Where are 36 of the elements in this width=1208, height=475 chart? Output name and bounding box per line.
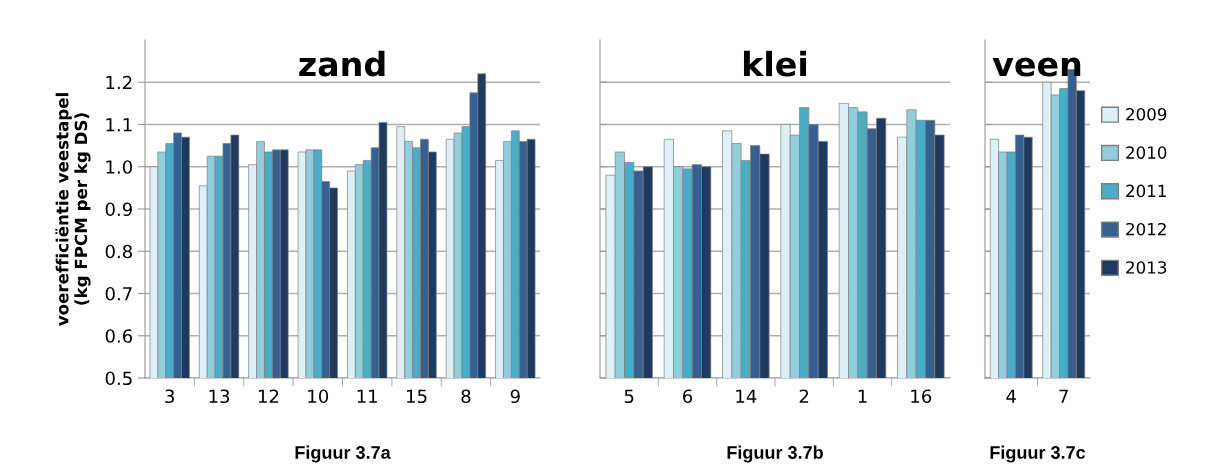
x-tick-label: 5 [624, 389, 634, 404]
y-tick-label: 1.0 [106, 160, 132, 174]
x-tick-label: 14 [736, 389, 757, 403]
x-tick-label: 16 [911, 389, 932, 404]
y-tick-label: 0.9 [105, 202, 132, 217]
x-tick-label: 6 [683, 389, 693, 404]
x-tick-label: 11 [357, 389, 378, 403]
text: Figuur 3.7c [990, 445, 1086, 463]
y-axis-title: voerefficiëntie veestapel (kg FPCM per kg DS) [55, 93, 91, 326]
legend-label: 2010 [1126, 146, 1167, 159]
y-tick-label: 1.2 [106, 75, 132, 90]
y-tick-label: 0.6 [105, 329, 133, 343]
x-tick-label: 8 [461, 389, 471, 404]
chart-title: veen [992, 57, 1081, 77]
y-tick-label: 1.1 [106, 118, 132, 132]
y-tick-label: 0.5 [105, 371, 132, 386]
x-tick-label: 2 [799, 389, 809, 403]
x-tick-label: 4 [1006, 389, 1016, 403]
text: Figuur 3.7b [727, 445, 823, 463]
x-tick-label: 15 [407, 389, 427, 404]
x-tick-label: 10 [308, 389, 329, 404]
x-tick-label: 12 [258, 389, 279, 403]
legend-label: 2009 [1126, 107, 1167, 121]
x-tick-label: 7 [1059, 389, 1068, 403]
x-tick-label: 13 [209, 389, 230, 404]
x-tick-label: 9 [510, 389, 520, 404]
chart-title: zand [299, 50, 385, 77]
y-tick-label: 0.8 [105, 244, 132, 259]
legend-label: 2012 [1126, 222, 1166, 236]
y-tick-label: 0.7 [105, 286, 132, 301]
x-tick-label: 3 [165, 389, 174, 404]
legend-label: 2013 [1126, 261, 1167, 274]
legend-label: 2011 [1126, 184, 1166, 198]
chart-title: klei [743, 50, 807, 77]
x-tick-label: 1 [858, 389, 867, 403]
text: Figuur 3.7a [295, 445, 391, 463]
